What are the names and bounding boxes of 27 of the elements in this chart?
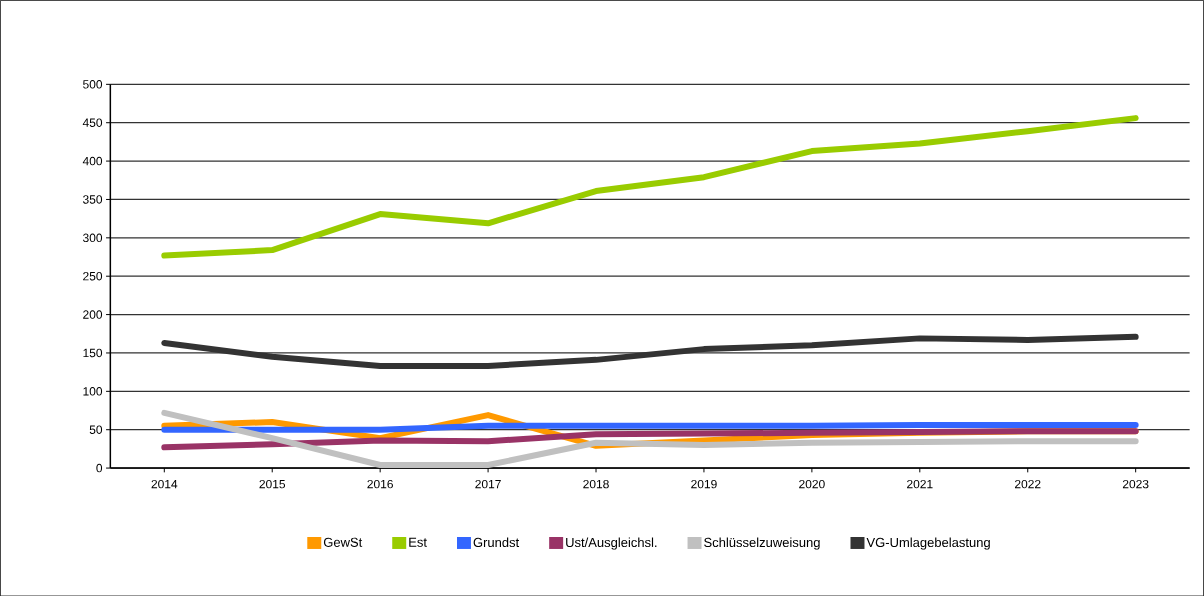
y-tick-label: 250	[83, 271, 103, 281]
x-tick-label: 2023	[1122, 479, 1149, 489]
legend-label: Grundst	[473, 537, 520, 547]
y-tick-label: 300	[82, 233, 103, 242]
y-tick-label: 350	[82, 195, 103, 204]
x-tick-label: 2017	[475, 479, 501, 489]
x-tick-label: 2018	[583, 479, 609, 489]
y-tick-label: 50	[89, 425, 103, 434]
legend-label: GewSt	[323, 537, 363, 547]
y-tick-label: 200	[83, 310, 103, 319]
x-tick-label: 2019	[691, 479, 717, 489]
y-tick-label: 0	[96, 463, 103, 473]
x-tick-label: 2022	[1014, 479, 1041, 489]
legend-label: Ust/Ausgleichsl.	[566, 537, 657, 550]
x-tick-label: 2021	[907, 479, 933, 489]
y-tick-label: 450	[82, 118, 103, 127]
legend-label: VG-Umlagebelastung	[866, 537, 990, 550]
x-tick-label: 2014	[151, 479, 178, 489]
x-tick-label: 2016	[367, 479, 393, 489]
legend-label: Schlüsselzuweisung	[704, 537, 820, 550]
x-tick-label: 2015	[259, 479, 286, 489]
legend-label: Est	[409, 537, 427, 547]
y-tick-label: 150	[83, 348, 103, 358]
x-tick-label: 2020	[799, 479, 825, 489]
y-tick-label: 500	[83, 79, 103, 89]
y-tick-label: 100	[83, 386, 103, 396]
y-tick-label: 400	[82, 156, 103, 166]
